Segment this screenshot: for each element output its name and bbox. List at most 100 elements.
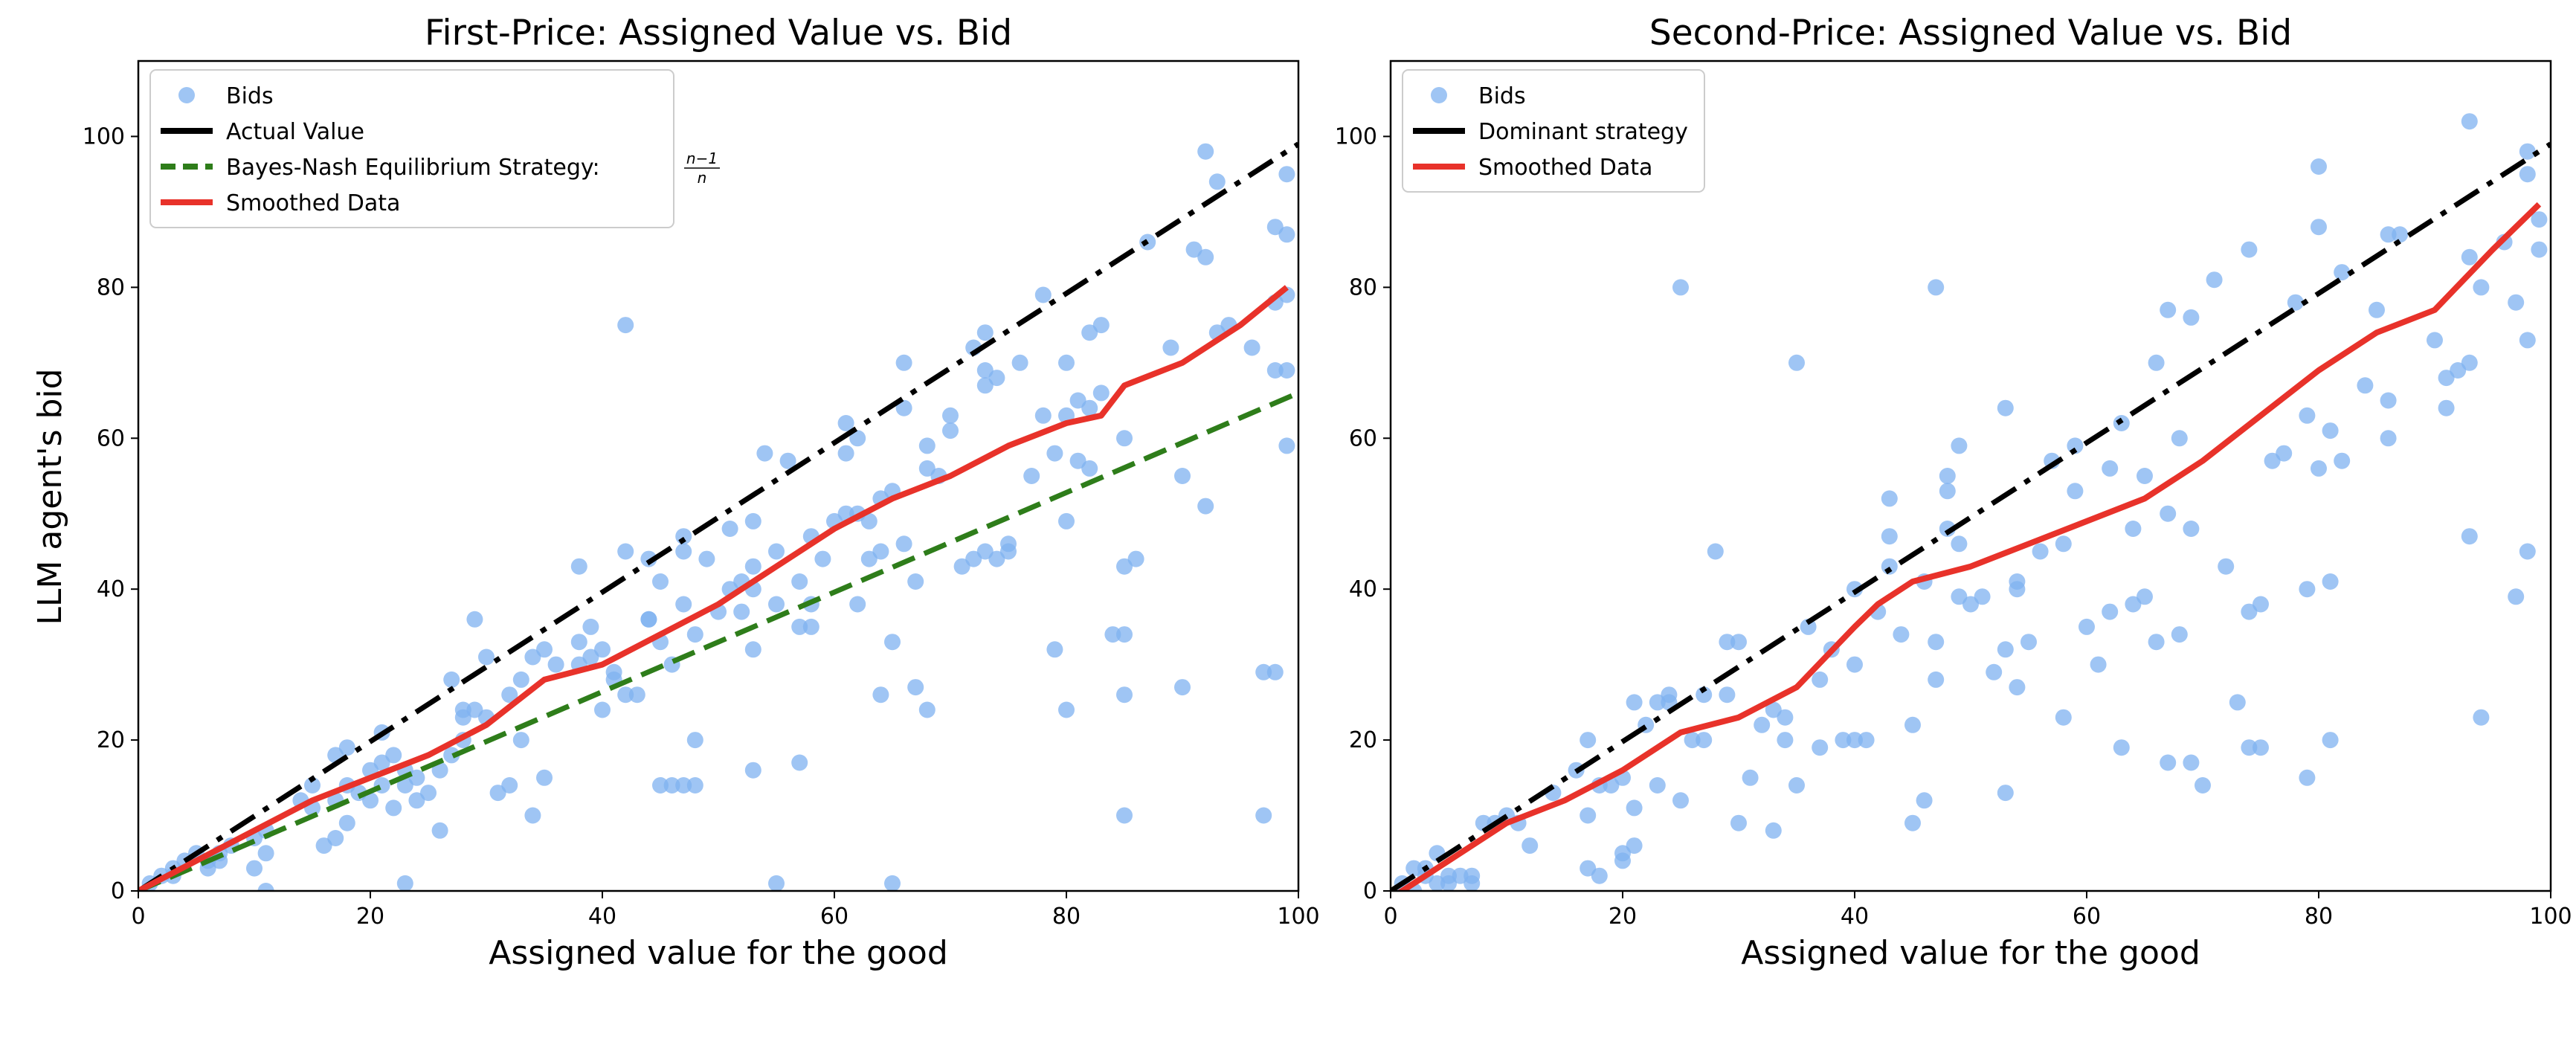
bid-point: [338, 814, 355, 831]
bid-point: [698, 550, 715, 567]
bid-point: [443, 747, 460, 764]
bid-point: [895, 354, 912, 371]
first-price-chart: First-Price: Assigned Value vs. Bid Assi…: [31, 13, 1320, 972]
bid-point: [327, 830, 344, 846]
bid-point: [768, 596, 785, 613]
bid-point: [2508, 588, 2525, 605]
bid-point: [2322, 573, 2339, 590]
bid-point: [2519, 543, 2536, 560]
y-tick-label: 80: [1349, 274, 1377, 300]
bid-point: [2264, 452, 2281, 469]
bid-point: [721, 521, 738, 537]
chart-title: Second-Price: Assigned Value vs. Bid: [1649, 13, 2292, 54]
bid-point: [1928, 671, 1945, 688]
bid-point: [1730, 814, 1747, 831]
bid-point: [1278, 437, 1295, 454]
bid-point: [675, 777, 692, 794]
bid-point: [2020, 634, 2037, 651]
bid-point: [884, 634, 901, 651]
bid-point: [1835, 732, 1852, 749]
bid-point: [1672, 279, 1689, 296]
bid-point: [1951, 588, 1968, 605]
bid-point: [1069, 452, 1086, 469]
bid-point: [2311, 219, 2327, 236]
bid-point: [1730, 634, 1747, 651]
bid-point: [942, 422, 959, 440]
bid-point: [918, 460, 936, 477]
bid-point: [791, 618, 808, 635]
bid-point: [1858, 732, 1875, 749]
bid-point: [617, 317, 634, 334]
legend-label: Actual Value: [226, 119, 364, 145]
bid-point: [1522, 837, 1539, 854]
x-tick-label: 100: [2529, 904, 2572, 930]
bid-point: [1081, 460, 1098, 477]
bid-point: [1174, 468, 1191, 484]
bid-point: [373, 754, 390, 771]
bid-point: [1904, 814, 1921, 831]
bid-point: [617, 686, 634, 704]
bid-point: [1986, 663, 2003, 680]
bid-point: [2183, 309, 2200, 326]
bid-point: [976, 324, 994, 341]
bid-point: [1440, 875, 1457, 891]
bid-point: [2137, 468, 2153, 484]
bid-point: [1046, 445, 1063, 462]
bid-point: [1104, 626, 1121, 643]
bid-point: [976, 362, 994, 379]
bid-point: [2380, 430, 2397, 447]
bid-point: [1997, 641, 2014, 658]
bid-point: [1116, 807, 1133, 824]
bid-point: [315, 837, 332, 854]
bid-point: [246, 860, 263, 877]
bid-point: [686, 732, 703, 749]
bid-point: [872, 686, 889, 704]
bid-point: [965, 550, 982, 567]
bid-point: [536, 769, 553, 786]
bid-point: [1081, 399, 1098, 416]
y-tick-label: 40: [97, 576, 125, 602]
fraction-numerator: n−1: [686, 149, 718, 167]
bid-point: [2311, 460, 2327, 477]
bid-point: [1464, 867, 1481, 884]
bid-point: [1928, 634, 1945, 651]
x-tick-label: 40: [1841, 904, 1869, 930]
bid-point: [547, 656, 564, 673]
smoothed-data-line: [1397, 202, 2542, 891]
bid-point: [1580, 807, 1597, 824]
fraction-denominator: n: [698, 169, 707, 187]
bid-point: [454, 701, 471, 718]
bid-point: [1684, 732, 1701, 749]
bid-point: [2531, 241, 2548, 258]
bid-point: [1928, 279, 1945, 296]
bid-point: [1162, 339, 1179, 356]
bid-point: [1800, 618, 1817, 635]
bid-point: [675, 596, 692, 613]
bid-point: [2276, 445, 2293, 462]
bid-point: [2438, 370, 2455, 387]
bid-point: [733, 603, 750, 620]
legend: Bids Dominant strategy Smoothed Data: [1402, 69, 1705, 193]
bid-point: [512, 671, 529, 688]
legend-label: Dominant strategy: [1478, 119, 1688, 145]
bid-point: [1765, 701, 1782, 718]
bid-point: [431, 762, 448, 779]
bid-point: [396, 777, 413, 794]
bid-point: [582, 618, 599, 635]
bid-point: [791, 573, 808, 590]
bid-point: [1243, 339, 1260, 356]
bid-point: [1951, 437, 1968, 454]
bid-point: [2299, 407, 2316, 424]
bid-point: [1185, 241, 1202, 258]
legend-label: Smoothed Data: [1478, 155, 1652, 181]
bid-point: [489, 785, 506, 802]
y-tick-label: 80: [97, 274, 125, 300]
bid-point: [1765, 822, 1782, 839]
bid-point: [675, 543, 692, 560]
bid-point: [1788, 777, 1805, 794]
bid-point: [1626, 799, 1643, 817]
bid-point: [1058, 354, 1075, 371]
x-tick-label: 20: [356, 904, 384, 930]
bid-point: [1777, 709, 1794, 726]
smoothed-data-line: [138, 285, 1289, 891]
